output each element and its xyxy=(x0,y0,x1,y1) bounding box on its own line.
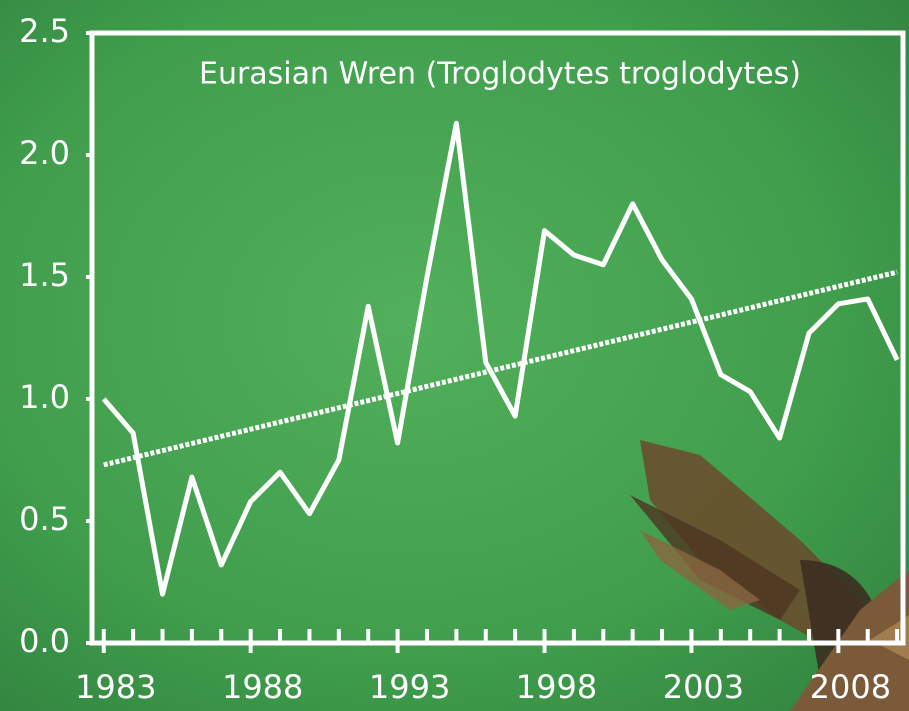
bird-photo xyxy=(630,440,909,711)
trend-line xyxy=(103,269,898,468)
y-tick-label: 0.5 xyxy=(19,500,70,538)
plot-frame xyxy=(89,30,906,646)
x-tick-label: 1998 xyxy=(516,668,597,706)
x-tick-label: 2003 xyxy=(663,668,744,706)
chart-title: Eurasian Wren (Troglodytes troglodytes) xyxy=(199,57,801,92)
y-tick-label: 2.5 xyxy=(19,12,70,50)
x-tick-label: 1988 xyxy=(222,668,303,706)
y-tick-label: 0.0 xyxy=(19,622,70,660)
y-tick-label: 1.5 xyxy=(19,256,70,294)
x-tick-label: 1983 xyxy=(75,668,156,706)
data-line xyxy=(101,120,900,597)
x-tick-label: 1993 xyxy=(369,668,450,706)
y-tick-label: 2.0 xyxy=(19,134,70,172)
x-tick-label: 2008 xyxy=(810,668,891,706)
y-tick-label: 1.0 xyxy=(19,378,70,416)
